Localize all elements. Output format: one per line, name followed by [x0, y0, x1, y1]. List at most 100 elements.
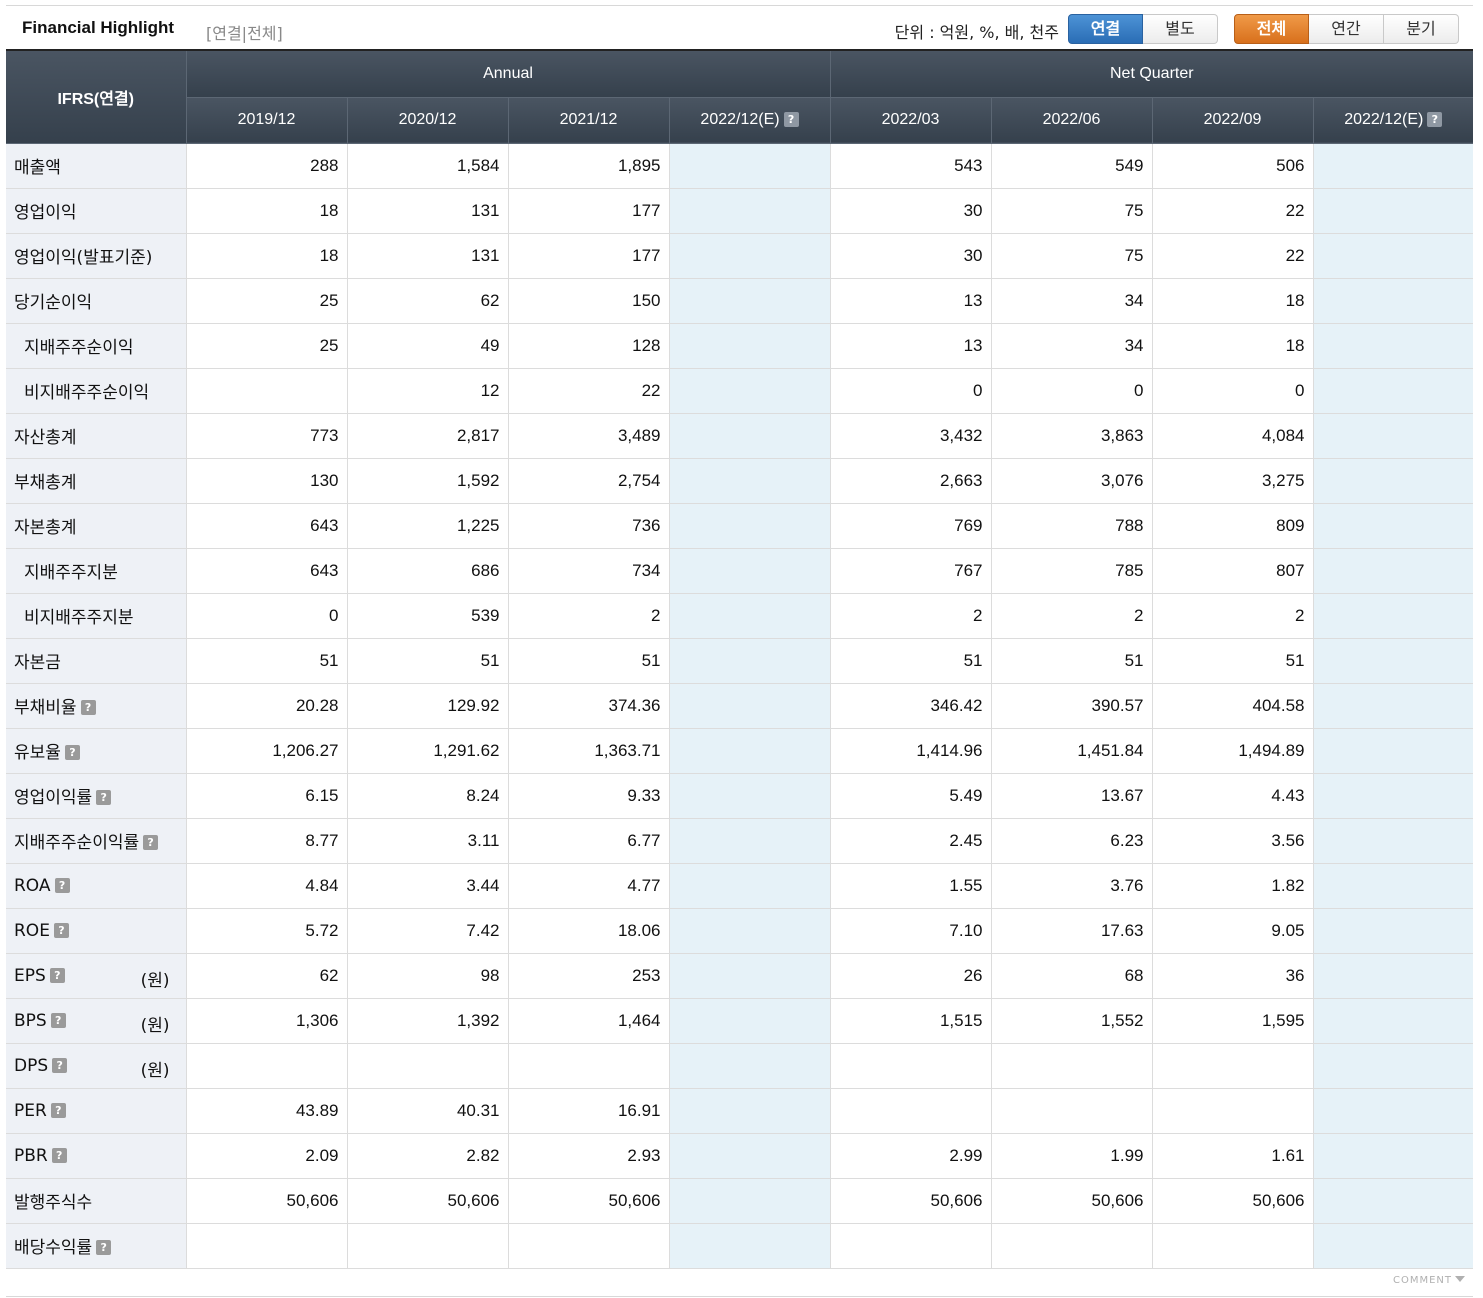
- value-cell: [1312, 1088, 1474, 1134]
- table-row: 배당수익률?: [6, 1223, 1474, 1269]
- row-label: BPS: [14, 1010, 47, 1031]
- value-cell: 3.44: [346, 863, 508, 909]
- ifrs-corner-header: IFRS(연결): [6, 50, 186, 144]
- help-icon[interactable]: ?: [50, 1012, 66, 1028]
- help-icon[interactable]: ?: [52, 1057, 68, 1073]
- value-cell: 17.63: [990, 908, 1153, 954]
- help-icon[interactable]: ?: [51, 1147, 67, 1163]
- value-cell: 2.82: [346, 1133, 508, 1179]
- consolidated-button[interactable]: 연결: [1068, 14, 1143, 44]
- period-label: 2021/12: [559, 111, 618, 128]
- value-cell: 1,464: [507, 998, 669, 1044]
- table-row: 비지배주주지분 0 539 2 2 2 2: [6, 593, 1474, 639]
- value-cell: 788: [990, 503, 1153, 549]
- value-cell: 1,494.89: [1151, 728, 1314, 774]
- help-icon[interactable]: ?: [53, 922, 69, 938]
- table-row: 자본금 51 51 51 51 51 51: [6, 638, 1474, 684]
- value-cell: 1,584: [346, 143, 508, 189]
- row-label: 영업이익: [14, 203, 77, 223]
- row-label: 자본금: [14, 653, 61, 673]
- separate-button[interactable]: 별도: [1143, 14, 1218, 44]
- value-cell: [668, 863, 831, 909]
- value-cell: 539: [346, 593, 508, 639]
- value-cell: [1312, 638, 1474, 684]
- value-cell: [1151, 1088, 1314, 1134]
- help-icon[interactable]: ?: [96, 790, 112, 805]
- all-periods-button[interactable]: 전체: [1234, 14, 1309, 44]
- row-label: 매출액: [14, 158, 61, 178]
- value-cell: 2,754: [507, 458, 669, 504]
- value-cell: 6.77: [507, 818, 669, 864]
- row-label-cell: 자본금: [6, 638, 186, 684]
- value-cell: 543: [829, 143, 992, 189]
- annual-button[interactable]: 연간: [1309, 14, 1384, 44]
- help-icon[interactable]: ?: [96, 1240, 112, 1255]
- value-cell: 2.09: [185, 1133, 347, 1179]
- value-cell: 51: [990, 638, 1153, 684]
- value-cell: [668, 728, 831, 774]
- row-label-cell: 지배주주지분: [6, 548, 186, 594]
- value-cell: [1312, 953, 1474, 999]
- table-row: 부채총계 130 1,592 2,754 2,663 3,076 3,275: [6, 458, 1474, 504]
- value-cell: 75: [990, 233, 1153, 279]
- value-cell: [668, 773, 831, 819]
- value-cell: 18: [185, 188, 347, 234]
- value-cell: 736: [507, 503, 669, 549]
- table-row: 발행주식수 50,606 50,606 50,606 50,606 50,606 50,60…: [6, 1178, 1474, 1224]
- value-cell: [1312, 368, 1474, 414]
- value-cell: [1312, 188, 1474, 234]
- value-cell: 22: [1151, 188, 1314, 234]
- value-cell: 1,392: [346, 998, 508, 1044]
- row-label: 영업이익률: [14, 788, 93, 808]
- row-label: DPS: [14, 1055, 49, 1076]
- value-cell: [1312, 233, 1474, 279]
- value-cell: 6.15: [185, 773, 347, 819]
- row-label: 발행주식수: [14, 1193, 93, 1213]
- table-row: BPS? (원) 1,306 1,392 1,464 1,515 1,552 1,595: [6, 998, 1474, 1044]
- value-cell: 0: [829, 368, 992, 414]
- table-row: 지배주주지분 643 686 734 767 785 807: [6, 548, 1474, 594]
- period-label: 2022/12(E): [1344, 111, 1424, 128]
- period-header: 2020/12: [346, 97, 508, 144]
- help-icon[interactable]: ?: [64, 745, 80, 760]
- help-icon[interactable]: ?: [783, 112, 799, 127]
- help-icon[interactable]: ?: [143, 835, 159, 850]
- help-icon[interactable]: ?: [50, 1102, 66, 1118]
- value-cell: 50,606: [507, 1178, 669, 1224]
- row-label: PER: [14, 1100, 47, 1121]
- value-cell: 34: [990, 278, 1153, 324]
- period-label: 2020/12: [398, 111, 457, 128]
- value-cell: [668, 548, 831, 594]
- table-row: 자본총계 643 1,225 736 769 788 809: [6, 503, 1474, 549]
- table-row: 부채비율? 20.28 129.92 374.36 346.42 390.57 404.58: [6, 683, 1474, 729]
- value-cell: [1312, 1223, 1474, 1269]
- value-cell: [990, 1043, 1153, 1089]
- value-cell: 2: [829, 593, 992, 639]
- table-row: 유보율? 1,206.27 1,291.62 1,363.71 1,414.96 1,45…: [6, 728, 1474, 774]
- value-cell: 68: [990, 953, 1153, 999]
- help-icon[interactable]: ?: [49, 967, 65, 983]
- value-cell: 1,225: [346, 503, 508, 549]
- value-cell: [1312, 278, 1474, 324]
- comment-toggle[interactable]: COMMENT: [1393, 1275, 1465, 1286]
- value-cell: 22: [1151, 233, 1314, 279]
- value-cell: 1,363.71: [507, 728, 669, 774]
- value-cell: 3,275: [1151, 458, 1314, 504]
- value-cell: [1312, 683, 1474, 729]
- help-icon[interactable]: ?: [80, 700, 96, 715]
- value-cell: [507, 1223, 669, 1269]
- value-cell: [829, 1088, 992, 1134]
- value-cell: [1312, 908, 1474, 954]
- quarterly-button[interactable]: 분기: [1384, 14, 1459, 44]
- value-cell: [507, 1043, 669, 1089]
- row-label-cell: 영업이익(발표기준): [6, 233, 186, 279]
- value-cell: 9.05: [1151, 908, 1314, 954]
- value-cell: 51: [185, 638, 347, 684]
- help-icon[interactable]: ?: [1427, 112, 1443, 127]
- value-cell: 30: [829, 233, 992, 279]
- row-label-cell: 지배주주순이익률?: [6, 818, 186, 864]
- row-label-cell: 매출액: [6, 143, 186, 189]
- help-icon[interactable]: ?: [54, 877, 70, 893]
- value-cell: 2,817: [346, 413, 508, 459]
- value-cell: [668, 908, 831, 954]
